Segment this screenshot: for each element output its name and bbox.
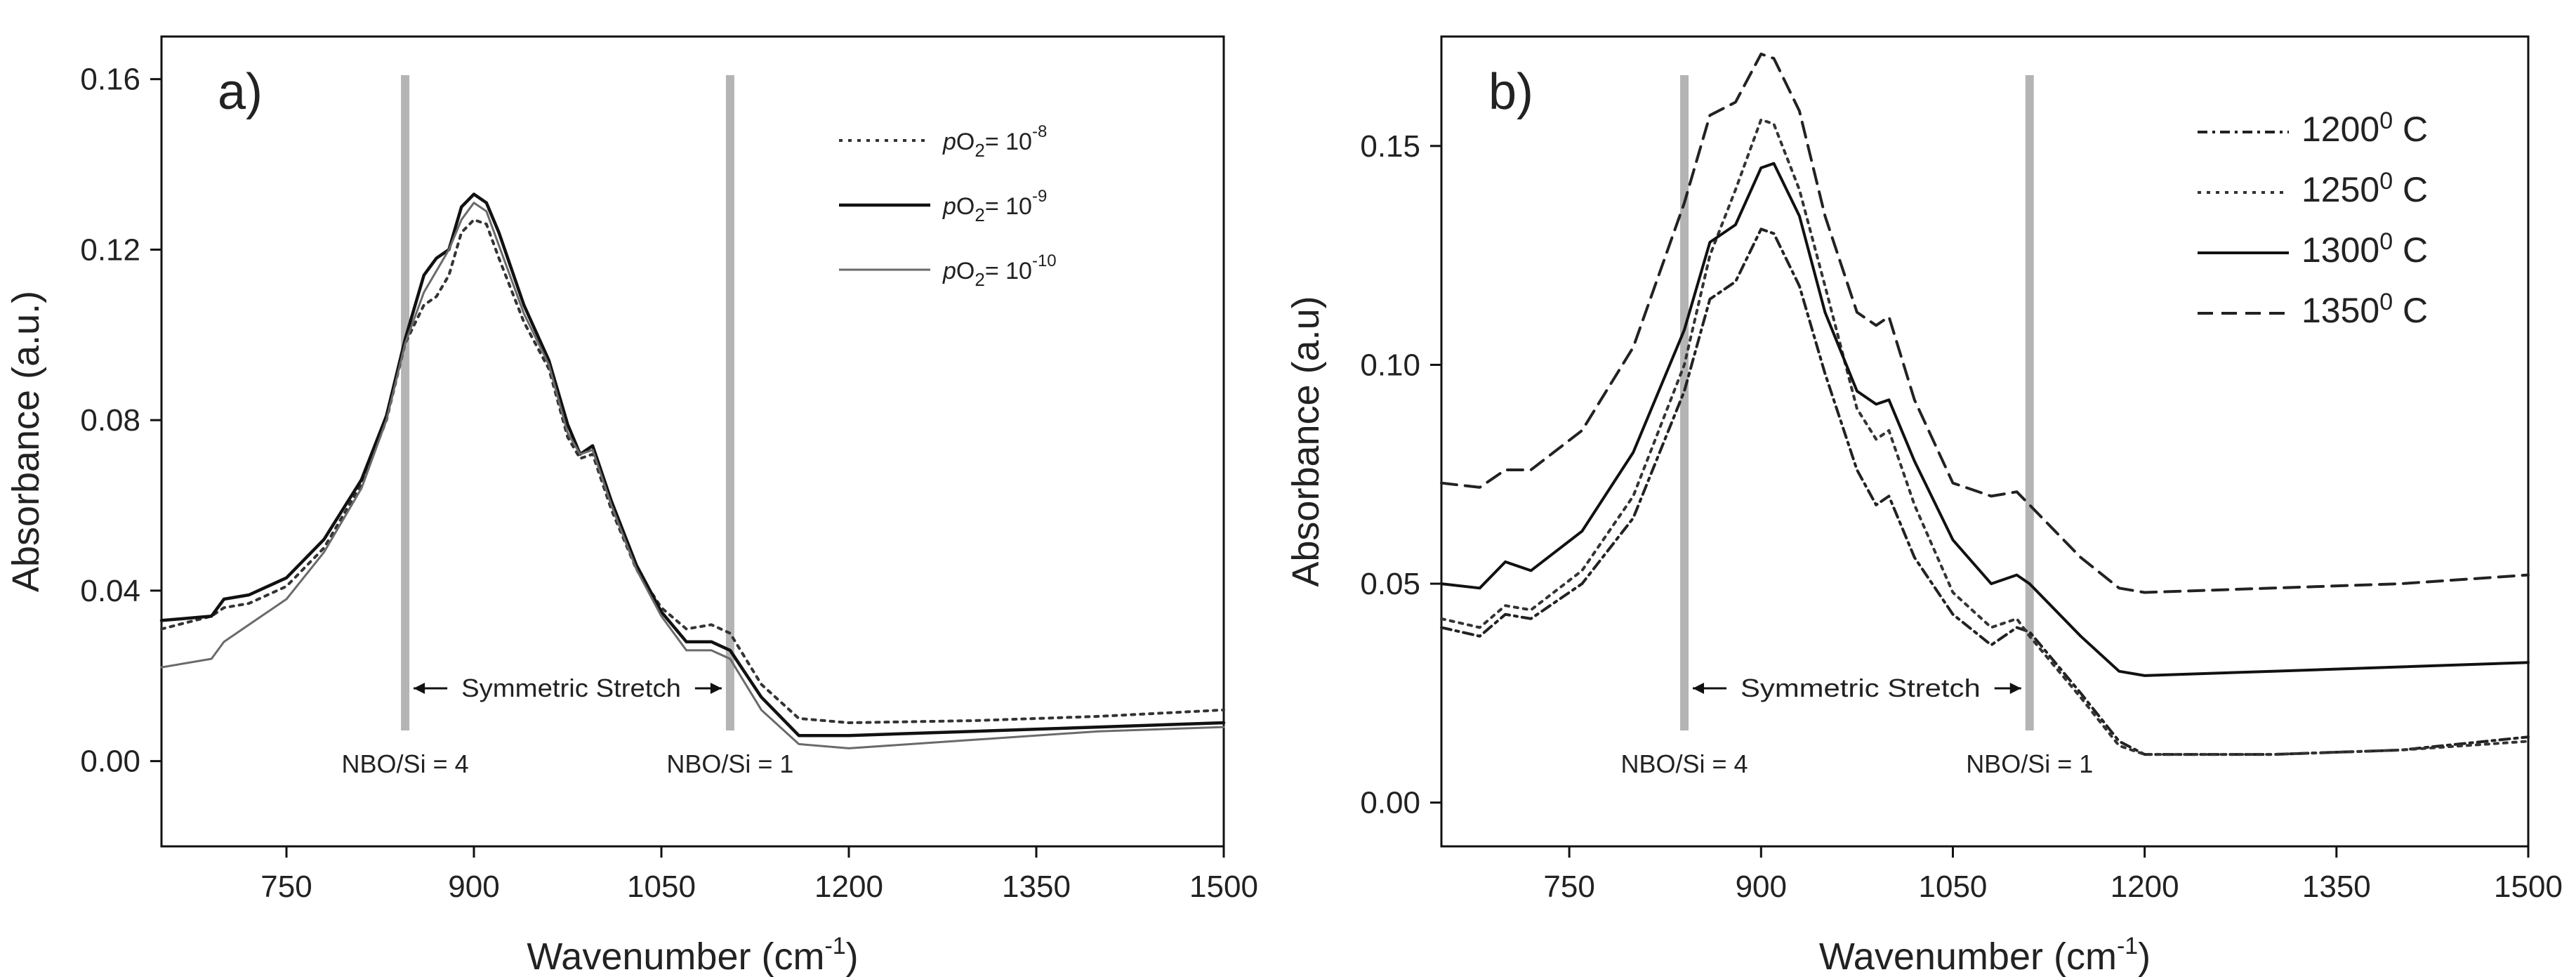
legend-label: pO2= 10-10 (942, 251, 1057, 290)
series-line-1 (1440, 228, 2530, 756)
x-tick-label: 1200 (2111, 870, 2179, 904)
nbo-si-1-label: NBO/Si = 1 (666, 749, 793, 778)
nbo-si-4-label: NBO/Si = 4 (1620, 749, 1748, 778)
series-line-2 (1440, 118, 2530, 756)
nbo-si-1-label: NBO/Si = 1 (1966, 749, 2093, 778)
x-axis-label: Wavenumber (cm-1) (527, 933, 858, 977)
x-tick-label: 1350 (2302, 870, 2371, 904)
x-tick-label: 1350 (1002, 870, 1071, 904)
x-tick-label: 1500 (2494, 870, 2563, 904)
x-tick-label: 750 (1543, 870, 1594, 904)
y-axis-label: Absorbance (a.u) (1285, 296, 1327, 586)
legend-label: 13500 C (2301, 289, 2428, 330)
y-tick-label: 0.10 (1360, 348, 1420, 382)
chart-panel-a: 750 900 1050 1200 1350 1500 0.00 0.04 0.08 0.12 0.… (5, 35, 1258, 977)
x-axis-label: Wavenumber (cm-1) (1819, 933, 2151, 977)
y-axis-label: Absorbance (a.u.) (5, 291, 47, 592)
y-tick-label: 0.12 (80, 232, 140, 267)
stretch-arrowhead-left (1693, 683, 1705, 694)
panel-label: a) (218, 64, 263, 120)
y-tick-label: 0.05 (1360, 567, 1420, 601)
chart-panel-b: 750 900 1050 1200 1350 1500 0.00 0.05 0.10 0.15 Wa… (1285, 35, 2563, 977)
x-tick-label: 1500 (1189, 870, 1258, 904)
panel-label: b) (1488, 64, 1533, 120)
x-tick-label: 900 (448, 870, 499, 904)
series-line-3 (160, 202, 1225, 749)
stretch-arrowhead-right (2009, 683, 2021, 694)
x-tick-label: 750 (260, 870, 312, 904)
legend-label: 12500 C (2301, 168, 2428, 209)
stretch-arrowhead-right (710, 683, 722, 694)
x-tick-label: 1200 (814, 870, 883, 904)
x-tick-label: 1050 (1919, 870, 1988, 904)
y-tick-label: 0.08 (80, 403, 140, 438)
y-tick-label: 0.00 (80, 745, 140, 779)
x-tick-label: 900 (1736, 870, 1787, 904)
symmetric-stretch-label: Symmetric Stretch (1741, 674, 1981, 702)
series-line-1 (160, 218, 1225, 724)
y-tick-label: 0.00 (1360, 786, 1420, 820)
legend-label: 13000 C (2301, 228, 2428, 270)
nbo-si-4-label: NBO/Si = 4 (342, 749, 469, 778)
stretch-arrowhead-left (414, 683, 425, 694)
plot-frame (1440, 35, 2530, 848)
series-line-2 (159, 192, 1226, 737)
symmetric-stretch-label: Symmetric Stretch (461, 674, 681, 702)
series-line-3 (1440, 162, 2530, 677)
x-tick-label: 1050 (627, 870, 696, 904)
series-line-4 (1440, 52, 2530, 594)
y-tick-label: 0.04 (80, 574, 140, 608)
y-tick-label: 0.16 (80, 63, 140, 97)
legend-label: 12000 C (2301, 107, 2428, 149)
legend-label: pO2= 10-9 (942, 187, 1047, 225)
y-tick-label: 0.15 (1360, 129, 1420, 164)
legend-label: pO2= 10-8 (942, 122, 1047, 161)
plot-frame (160, 35, 1225, 848)
